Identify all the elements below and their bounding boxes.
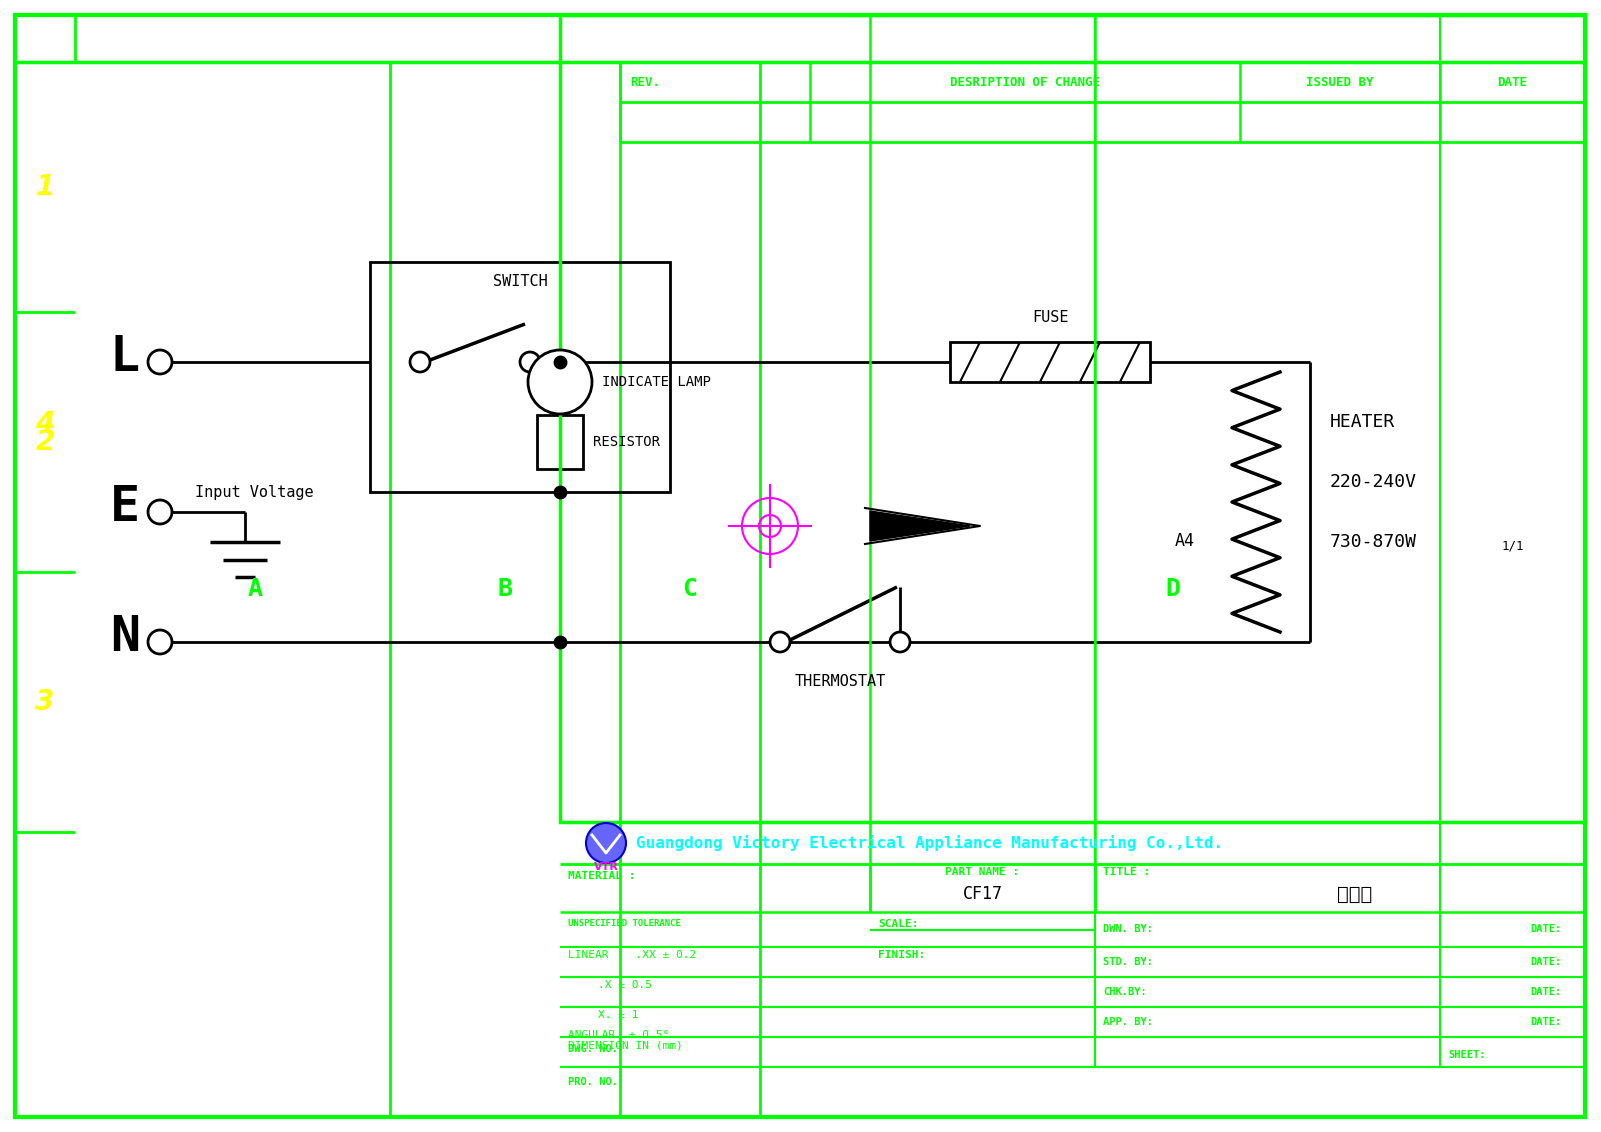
Text: TITLE :: TITLE : [1103,867,1150,877]
Text: C: C [682,577,698,601]
Text: APP. BY:: APP. BY: [1103,1017,1153,1027]
Text: DATE:: DATE: [1531,957,1561,967]
Text: 2: 2 [35,428,54,456]
Text: THERMOSTAT: THERMOSTAT [794,675,885,689]
Bar [949,342,1150,381]
Text: 220-240V: 220-240V [1330,473,1417,491]
Bar [536,415,583,469]
Text: A4: A4 [1175,532,1194,550]
Text: DWN. BY:: DWN. BY: [1103,925,1153,935]
Text: E: E [110,483,139,531]
Text: RESISTOR: RESISTOR [592,435,660,449]
Text: INDICATE LAMP: INDICATE LAMP [602,375,711,389]
Text: DWG. NO.:: DWG. NO.: [568,1044,624,1054]
Text: LINEAR    .XX ± 0.2: LINEAR .XX ± 0.2 [568,950,696,960]
Bar [370,261,669,492]
Text: CF17: CF17 [962,885,1002,903]
Circle shape [147,500,171,524]
Circle shape [147,631,171,654]
Circle shape [410,352,431,372]
Circle shape [528,350,592,414]
Text: DATE:: DATE: [1531,1017,1561,1027]
Bar [560,15,1585,822]
Text: SWITCH: SWITCH [493,274,548,290]
Text: DATE: DATE [1497,76,1527,88]
Text: Guangdong Victory Electrical Appliance Manufacturing Co.,Ltd.: Guangdong Victory Electrical Appliance M… [636,835,1223,851]
Text: FUSE: FUSE [1031,309,1068,325]
Text: DATE:: DATE: [1531,987,1561,997]
Circle shape [890,632,909,652]
Text: VTR: VTR [594,861,618,872]
Text: SCALE:: SCALE: [877,919,919,929]
Text: 4: 4 [35,410,54,437]
Text: 电路图: 电路图 [1337,884,1372,903]
Text: ISSUED BY: ISSUED BY [1306,76,1374,88]
Circle shape [586,823,626,863]
Text: FINISH:: FINISH: [877,950,925,960]
Text: 1/1: 1/1 [1502,540,1524,552]
Text: B: B [498,577,512,601]
Text: PRO. NO.:: PRO. NO.: [568,1077,624,1087]
Text: DESRIPTION OF CHANGE: DESRIPTION OF CHANGE [949,76,1100,88]
Polygon shape [869,511,970,541]
Text: .X ± 0.5: .X ± 0.5 [599,980,652,990]
Circle shape [147,350,171,374]
Text: ANGULAR  ± 0.5°: ANGULAR ± 0.5° [568,1030,669,1040]
Text: PART NAME :: PART NAME : [945,867,1020,877]
Text: 730-870W: 730-870W [1330,533,1417,551]
Text: DIMENSION IN (mm): DIMENSION IN (mm) [568,1040,682,1050]
Text: CHK.BY:: CHK.BY: [1103,987,1146,997]
Text: D: D [1166,577,1180,601]
Circle shape [770,632,789,652]
Text: DATE:: DATE: [1531,925,1561,935]
Text: Input Voltage: Input Voltage [195,484,314,499]
Text: 3: 3 [35,688,54,717]
Text: STD. BY:: STD. BY: [1103,957,1153,967]
Text: UNSPECIFIED TOLERANCE: UNSPECIFIED TOLERANCE [568,919,680,928]
Text: REV.: REV. [631,76,660,88]
Text: X. ± 1: X. ± 1 [599,1010,639,1020]
Text: 1: 1 [35,173,54,201]
Text: L: L [110,333,139,381]
Text: SHEET:: SHEET: [1447,1050,1486,1060]
Text: N: N [110,614,139,661]
Text: HEATER: HEATER [1330,413,1394,431]
Text: MATERIAL :: MATERIAL : [568,871,636,881]
Circle shape [520,352,540,372]
Text: A: A [248,577,263,601]
